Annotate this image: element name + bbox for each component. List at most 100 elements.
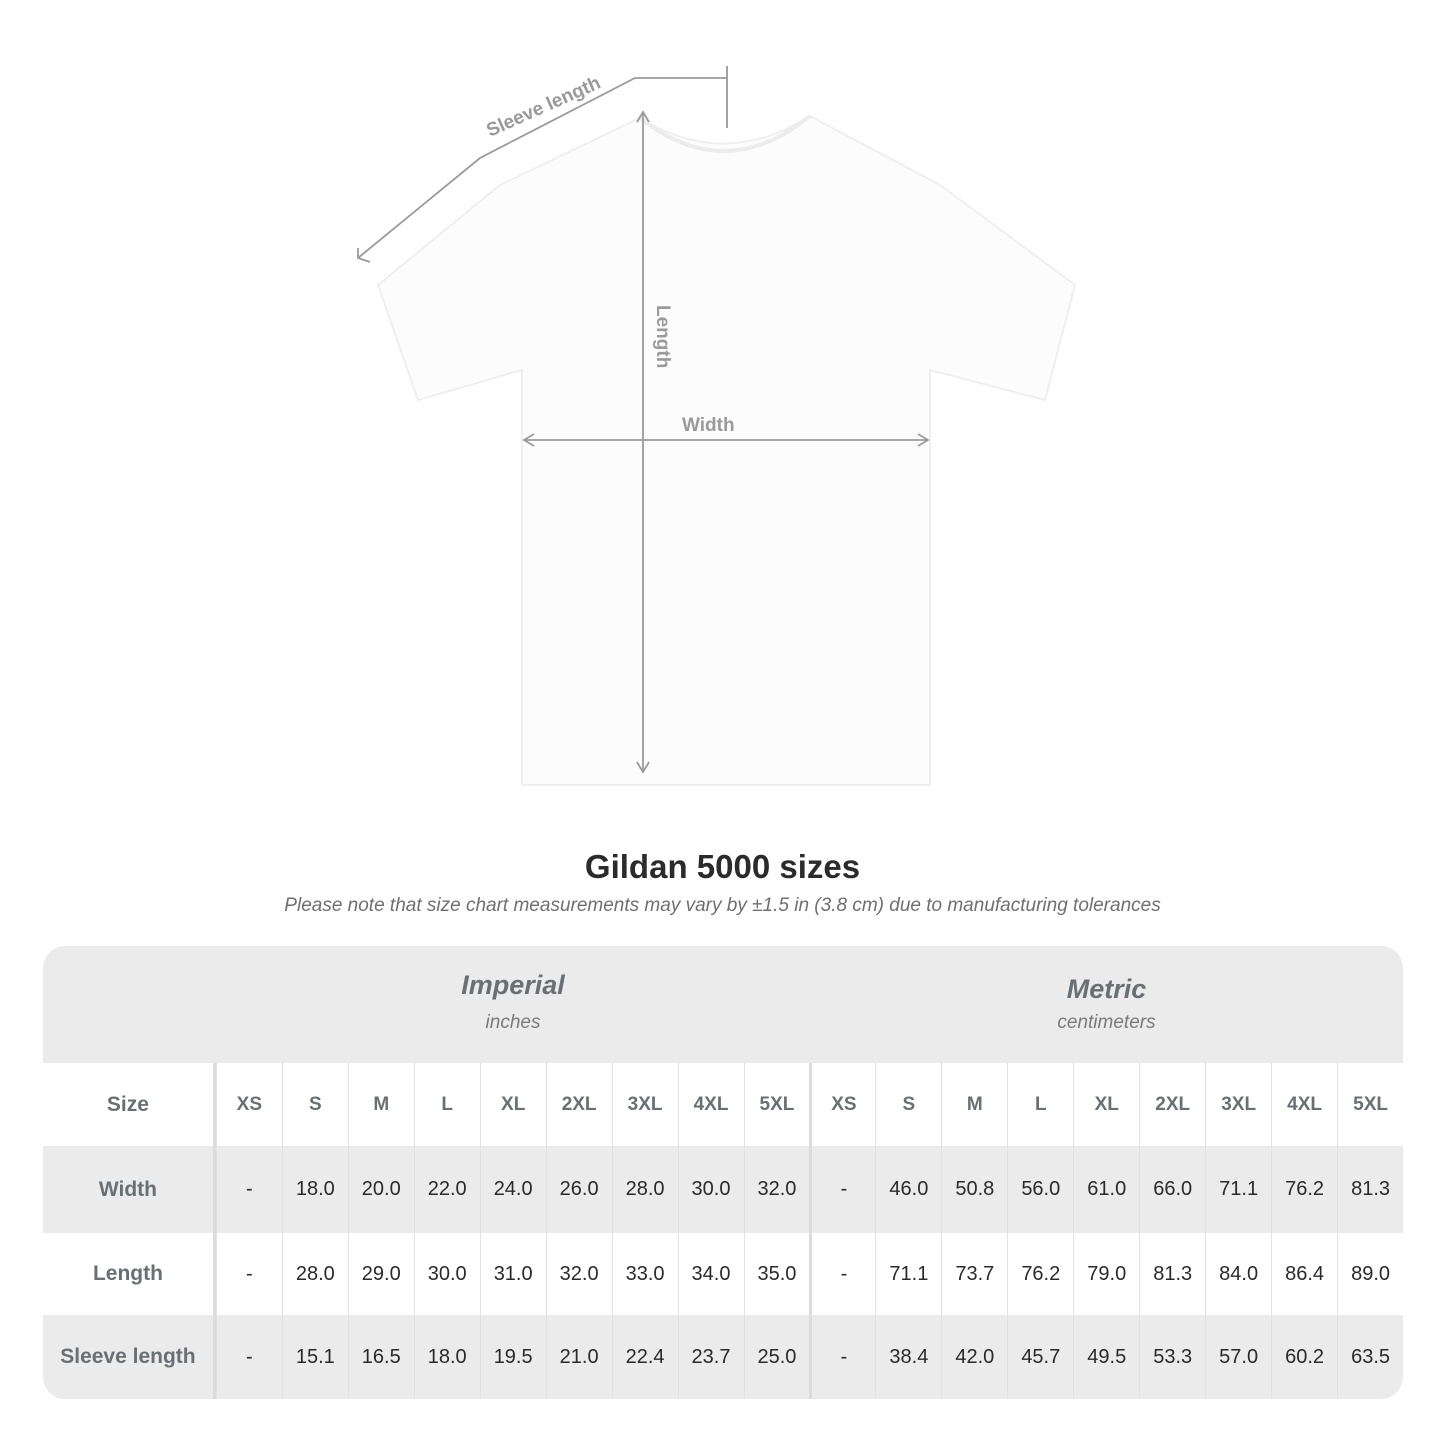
size-header-metric: 2XL	[1139, 1063, 1205, 1146]
cell-imperial: 35.0	[743, 1233, 810, 1315]
sleeve-arrow-head	[357, 248, 371, 263]
cell-imperial: 32.0	[545, 1233, 612, 1315]
size-header-imperial: S	[281, 1063, 348, 1146]
size-header-imperial: 4XL	[677, 1063, 744, 1146]
cell-metric: 56.0	[1007, 1146, 1073, 1233]
size-header-imperial: XS	[215, 1063, 282, 1146]
cell-imperial: 34.0	[677, 1233, 744, 1315]
cell-metric: 89.0	[1337, 1233, 1403, 1315]
cell-imperial: 28.0	[281, 1233, 348, 1315]
cell-metric: 71.1	[875, 1233, 941, 1315]
tshirt-measurement-diagram: Sleeve length Length Width	[357, 66, 1077, 786]
size-header-metric: XS	[809, 1063, 875, 1146]
size-header-metric: 3XL	[1205, 1063, 1271, 1146]
size-header-row: Size XS S M L XL 2XL 3XL 4XL 5XL XS S M L XL 2XL 3XL 4XL 5…	[43, 1063, 1403, 1146]
length-arrow-bottom	[636, 761, 650, 774]
cell-imperial: 18.0	[413, 1315, 480, 1399]
size-header-metric: XL	[1073, 1063, 1139, 1146]
cell-metric: -	[809, 1315, 875, 1399]
row-label: Length	[43, 1233, 216, 1315]
size-header-metric: L	[1007, 1063, 1073, 1146]
size-header-imperial: L	[413, 1063, 480, 1146]
cell-imperial: 25.0	[743, 1315, 810, 1399]
table-row: Width -18.0 20.0 22.0 24.0 26.0 28.0 30.0 32.0-4…	[43, 1146, 1403, 1233]
page-title: Gildan 5000 sizes	[584, 848, 861, 885]
cell-imperial: 30.0	[413, 1233, 480, 1315]
cell-imperial: 22.4	[611, 1315, 678, 1399]
cell-metric: 71.1	[1205, 1146, 1271, 1233]
cell-imperial: 33.0	[611, 1233, 678, 1315]
cell-imperial: 32.0	[743, 1146, 810, 1233]
size-header-metric: 5XL	[1337, 1063, 1403, 1146]
cell-metric: 46.0	[875, 1146, 941, 1233]
cell-imperial: 23.7	[677, 1315, 744, 1399]
size-header-metric: 4XL	[1271, 1063, 1337, 1146]
cell-metric: -	[809, 1233, 875, 1315]
cell-metric: 73.7	[941, 1233, 1007, 1315]
cell-imperial: 21.0	[545, 1315, 612, 1399]
length-label: Length	[652, 305, 673, 368]
size-header-imperial: 3XL	[611, 1063, 678, 1146]
cell-imperial: 28.0	[611, 1146, 678, 1233]
width-arrow-right	[917, 433, 930, 447]
cell-metric: 42.0	[941, 1315, 1007, 1399]
size-header-imperial: M	[347, 1063, 414, 1146]
size-header-metric: M	[941, 1063, 1007, 1146]
cell-metric: 86.4	[1271, 1233, 1337, 1315]
metric-title: Metric	[1066, 974, 1147, 1004]
size-header-imperial: 2XL	[545, 1063, 612, 1146]
size-header-metric: S	[875, 1063, 941, 1146]
cell-metric: 38.4	[875, 1315, 941, 1399]
length-arrow-top	[636, 110, 650, 123]
size-header-imperial: XL	[479, 1063, 546, 1146]
cell-metric: 81.3	[1337, 1146, 1403, 1233]
size-header-imperial: 5XL	[743, 1063, 810, 1146]
imperial-title: Imperial	[461, 970, 565, 1000]
cell-imperial: 18.0	[281, 1146, 348, 1233]
tshirt-shape	[376, 114, 1077, 786]
cell-metric: -	[809, 1146, 875, 1233]
sleeve-length-line	[357, 77, 727, 259]
cell-imperial: 19.5	[479, 1315, 546, 1399]
table-row: Sleeve length -15.1 16.5 18.0 19.5 21.0 22.4 23…	[43, 1315, 1403, 1399]
table-row: Length -28.0 29.0 30.0 31.0 32.0 33.0 34.0 35.0-…	[43, 1233, 1403, 1315]
cell-imperial: -	[215, 1315, 282, 1399]
tshirt-collar	[638, 114, 812, 153]
cell-metric: 63.5	[1337, 1315, 1403, 1399]
cell-imperial: -	[215, 1146, 282, 1233]
row-label: Size	[43, 1063, 216, 1146]
cell-imperial: 29.0	[347, 1233, 414, 1315]
width-label: Width	[682, 415, 735, 436]
cell-imperial: 30.0	[677, 1146, 744, 1233]
cell-imperial: 16.5	[347, 1315, 414, 1399]
cell-metric: 66.0	[1139, 1146, 1205, 1233]
cell-metric: 84.0	[1205, 1233, 1271, 1315]
cell-metric: 45.7	[1007, 1315, 1073, 1399]
cell-metric: 50.8	[941, 1146, 1007, 1233]
metric-unit: centimeters	[1057, 1012, 1156, 1033]
sleeve-length-label: Sleeve length	[483, 73, 603, 142]
cell-metric: 81.3	[1139, 1233, 1205, 1315]
cell-metric: 49.5	[1073, 1315, 1139, 1399]
row-label: Width	[43, 1146, 216, 1233]
cell-imperial: -	[215, 1233, 282, 1315]
cell-metric: 76.2	[1271, 1146, 1337, 1233]
cell-metric: 79.0	[1073, 1233, 1139, 1315]
table-header-band	[43, 946, 1403, 1063]
row-label: Sleeve length	[43, 1315, 216, 1399]
cell-imperial: 22.0	[413, 1146, 480, 1233]
cell-metric: 60.2	[1271, 1315, 1337, 1399]
cell-metric: 76.2	[1007, 1233, 1073, 1315]
imperial-header: Imperial inches	[216, 946, 810, 1063]
cell-imperial: 24.0	[479, 1146, 546, 1233]
imperial-unit: inches	[485, 1012, 541, 1033]
tolerance-note: Please note that size chart measurements…	[284, 895, 1161, 916]
cell-imperial: 15.1	[281, 1315, 348, 1399]
cell-metric: 57.0	[1205, 1315, 1271, 1399]
cell-imperial: 31.0	[479, 1233, 546, 1315]
width-arrow-left	[522, 433, 535, 447]
cell-imperial: 26.0	[545, 1146, 612, 1233]
cell-imperial: 20.0	[347, 1146, 414, 1233]
size-table: Imperial inches Metric centimeters Size X…	[43, 946, 1403, 1399]
metric-header: Metric centimeters	[810, 946, 1403, 1063]
